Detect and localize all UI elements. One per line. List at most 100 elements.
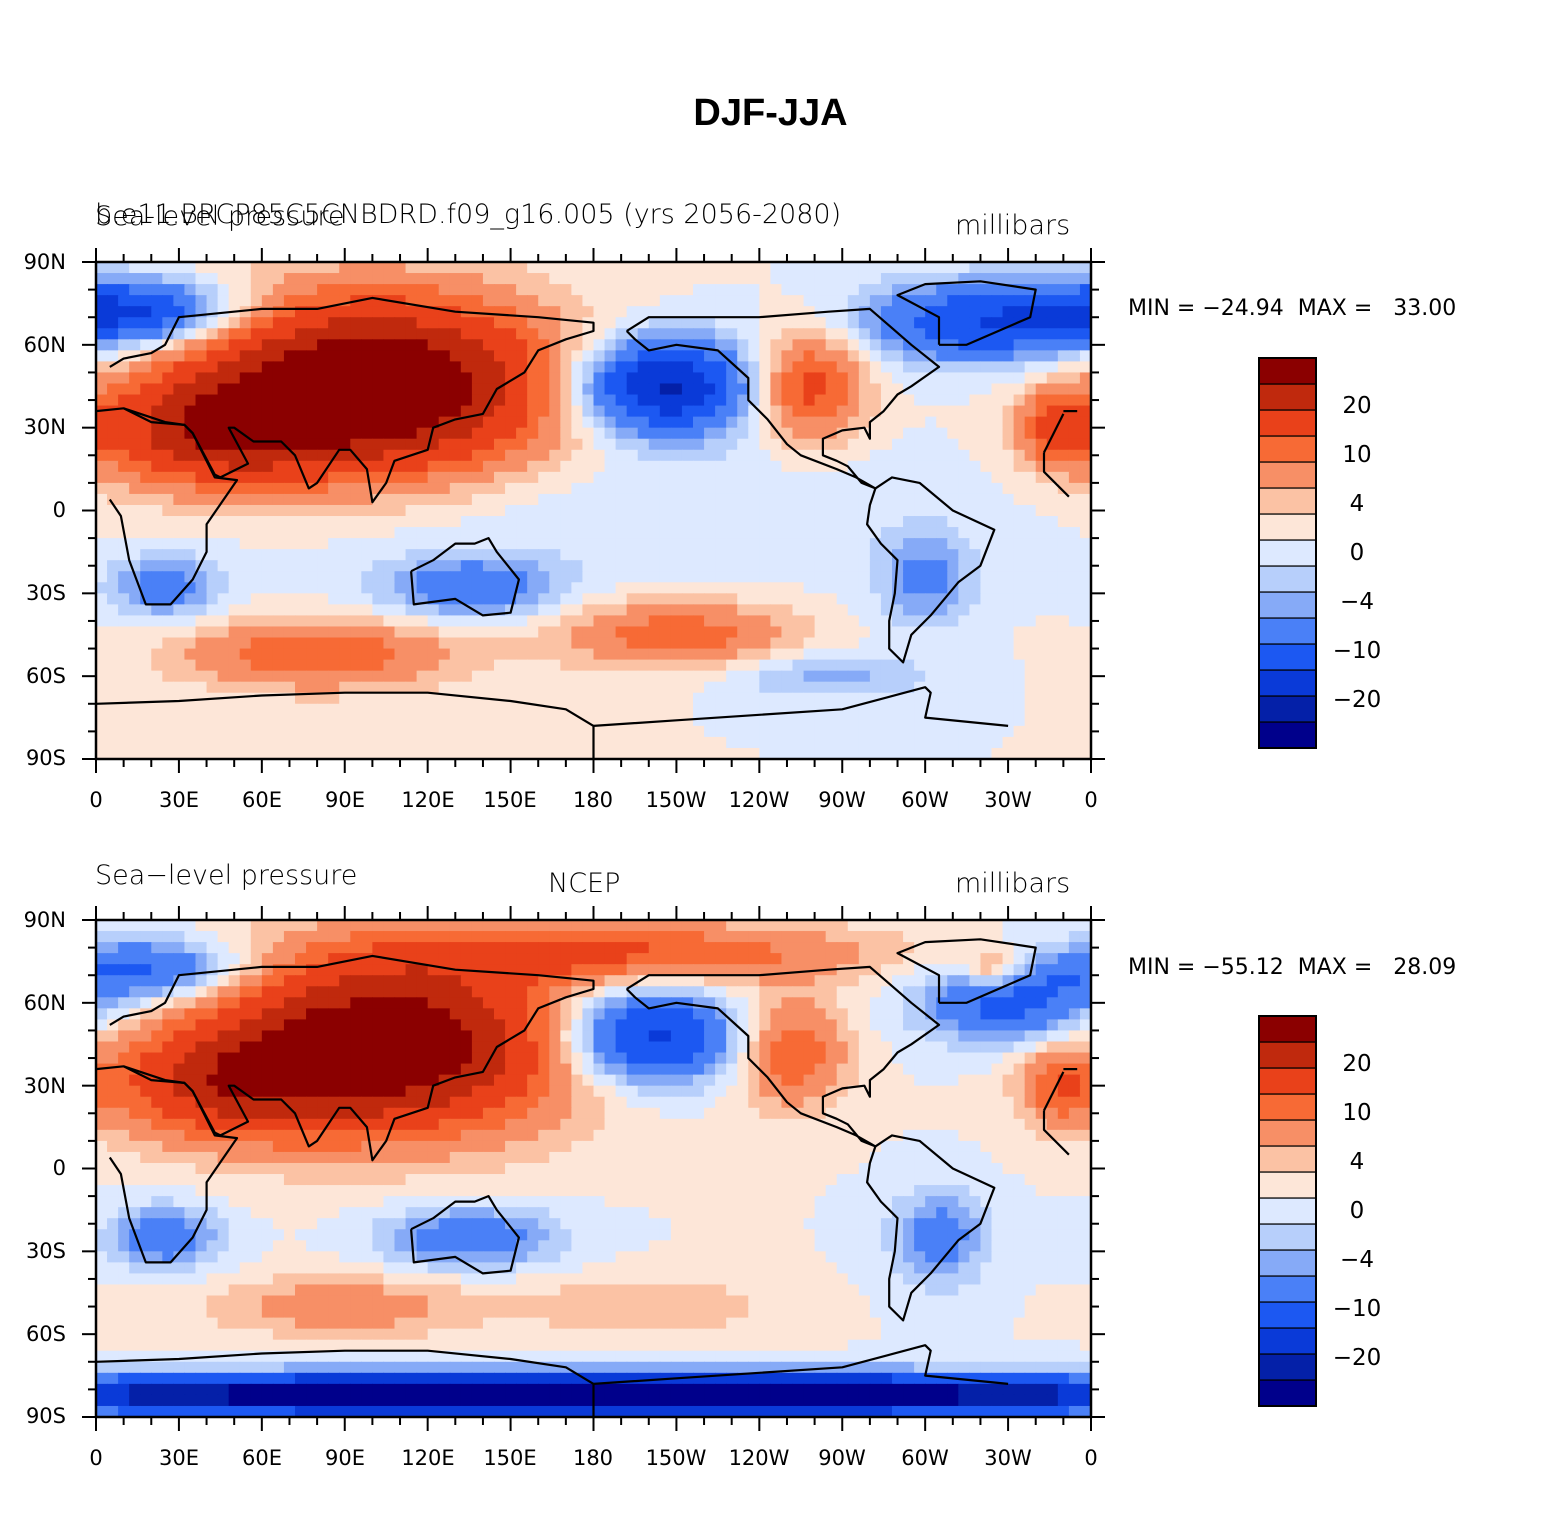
field-cell: [770, 504, 783, 517]
field-cell: [892, 516, 904, 528]
field-cell: [96, 648, 108, 661]
field-cell: [1046, 350, 1059, 362]
field-cell: [670, 262, 683, 274]
field-cell: [471, 964, 484, 976]
field-cell: [306, 1008, 318, 1020]
field-cell: [427, 284, 440, 296]
field-cell: [1002, 438, 1015, 451]
field-cell: [482, 493, 495, 506]
field-cell: [306, 482, 318, 495]
field-cell: [925, 262, 937, 274]
field-cell: [1035, 262, 1048, 274]
field-cell: [306, 593, 318, 605]
field-cell: [317, 427, 329, 440]
field-cell: [416, 460, 429, 473]
field-cell: [250, 637, 263, 650]
field-cell: [648, 626, 661, 639]
field-cell: [482, 703, 495, 716]
field-cell: [770, 648, 783, 661]
field-cell: [140, 736, 152, 749]
field-cell: [339, 449, 351, 462]
field-cell: [648, 317, 661, 329]
field-cell: [914, 350, 926, 362]
field-cell: [704, 549, 716, 561]
field-cell: [737, 703, 749, 716]
field-cell: [560, 482, 572, 495]
field-cell: [958, 284, 970, 296]
field-cell: [317, 648, 329, 661]
field-cell: [383, 438, 396, 451]
field-cell: [538, 714, 550, 727]
field-cell: [914, 659, 926, 672]
field-cell: [438, 471, 451, 484]
field-cell: [693, 560, 705, 572]
field-cell: [317, 317, 329, 329]
field-cell: [505, 471, 517, 484]
field-cell: [140, 339, 152, 351]
field-cell: [549, 681, 561, 694]
field-cell: [1035, 438, 1048, 451]
field-cell: [538, 931, 550, 943]
field-cell: [505, 920, 517, 932]
field-cell: [1035, 460, 1048, 473]
panel2-xtick: 120W: [728, 1446, 790, 1470]
field-cell: [438, 736, 451, 749]
field-cell: [538, 953, 550, 965]
field-cell: [615, 516, 628, 528]
field-cell: [593, 681, 606, 694]
field-cell: [283, 986, 296, 998]
field-cell: [715, 986, 727, 998]
field-cell: [947, 438, 959, 451]
field-cell: [814, 262, 827, 274]
field-cell: [803, 964, 816, 976]
field-cell: [527, 339, 539, 351]
field-cell: [814, 449, 827, 462]
field-cell: [847, 714, 860, 727]
field-cell: [1024, 504, 1037, 517]
field-cell: [914, 692, 926, 705]
field-cell: [670, 692, 683, 705]
field-cell: [814, 527, 827, 539]
field-cell: [892, 736, 904, 749]
field-cell: [184, 273, 197, 285]
field-cell: [339, 416, 351, 429]
field-cell: [195, 953, 208, 965]
field-cell: [195, 626, 208, 639]
field-cell: [637, 659, 650, 672]
field-cell: [1024, 328, 1037, 340]
field-cell: [571, 471, 584, 484]
field-cell: [339, 942, 351, 954]
field-cell: [372, 648, 385, 661]
field-cell: [118, 328, 130, 340]
field-cell: [449, 449, 462, 462]
field-cell: [538, 747, 550, 759]
field-cell: [659, 692, 672, 705]
field-cell: [858, 262, 871, 274]
field-cell: [582, 493, 595, 506]
field-cell: [604, 659, 617, 672]
field-cell: [814, 604, 827, 617]
field-cell: [328, 615, 340, 628]
field-cell: [582, 942, 595, 954]
field-cell: [903, 394, 915, 407]
field-cell: [261, 931, 274, 943]
field-cell: [383, 659, 396, 672]
field-cell: [869, 942, 882, 954]
field-cell: [306, 516, 318, 528]
field-cell: [1079, 361, 1091, 374]
field-cell: [427, 714, 440, 727]
field-cell: [471, 394, 484, 407]
field-cell: [748, 438, 760, 451]
field-cell: [560, 593, 572, 605]
field-cell: [173, 504, 186, 517]
field-cell: [1046, 471, 1059, 484]
field-cell: [460, 317, 473, 329]
field-cell: [239, 471, 252, 484]
field-cell: [836, 538, 849, 550]
field-cell: [516, 604, 528, 617]
field-cell: [295, 626, 307, 639]
field-cell: [195, 560, 208, 572]
field-cell: [449, 692, 462, 705]
field-cell: [272, 560, 285, 572]
field-cell: [1079, 493, 1091, 506]
